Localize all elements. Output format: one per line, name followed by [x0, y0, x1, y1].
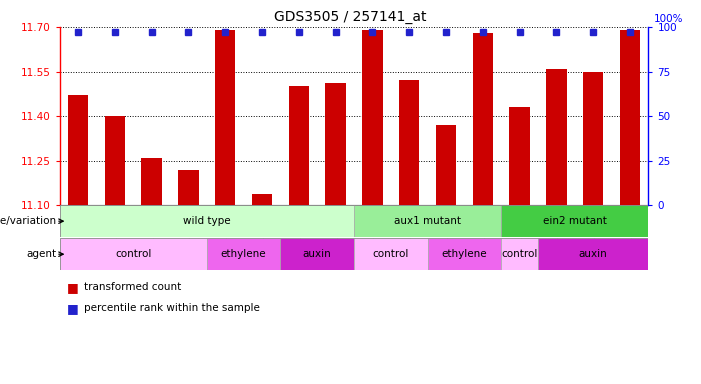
Bar [207, 238, 280, 270]
Bar [510, 107, 530, 205]
Text: genotype/variation: genotype/variation [0, 216, 56, 226]
Text: auxin: auxin [303, 249, 332, 259]
Bar [501, 205, 648, 237]
Text: ein2 mutant: ein2 mutant [543, 216, 607, 226]
Bar [178, 170, 198, 205]
Text: agent: agent [26, 249, 56, 259]
Bar [289, 86, 309, 205]
Text: transformed count: transformed count [84, 282, 182, 292]
Bar [583, 71, 604, 205]
Bar [104, 116, 125, 205]
Bar [354, 205, 501, 237]
Text: ethylene: ethylene [221, 249, 266, 259]
Text: control: control [115, 249, 151, 259]
Bar [280, 238, 354, 270]
Text: ■: ■ [67, 302, 79, 315]
Bar [538, 238, 648, 270]
Bar [428, 238, 501, 270]
Bar [354, 238, 428, 270]
Text: wild type: wild type [183, 216, 231, 226]
Text: auxin: auxin [579, 249, 608, 259]
Bar [436, 125, 456, 205]
Bar [472, 33, 493, 205]
Text: percentile rank within the sample: percentile rank within the sample [84, 303, 260, 313]
Text: control: control [373, 249, 409, 259]
Text: aux1 mutant: aux1 mutant [394, 216, 461, 226]
Bar [399, 81, 419, 205]
Text: GDS3505 / 257141_at: GDS3505 / 257141_at [274, 10, 427, 23]
Bar [68, 95, 88, 205]
Bar [60, 205, 354, 237]
Bar [60, 238, 207, 270]
Text: control: control [501, 249, 538, 259]
Text: 100%: 100% [654, 14, 683, 24]
Bar [142, 158, 162, 205]
Bar [215, 30, 236, 205]
Text: ethylene: ethylene [442, 249, 487, 259]
Bar [325, 83, 346, 205]
Bar [620, 30, 640, 205]
Bar [546, 68, 566, 205]
Bar [362, 30, 383, 205]
Text: ■: ■ [67, 281, 79, 294]
Bar [501, 238, 538, 270]
Bar [252, 194, 272, 205]
